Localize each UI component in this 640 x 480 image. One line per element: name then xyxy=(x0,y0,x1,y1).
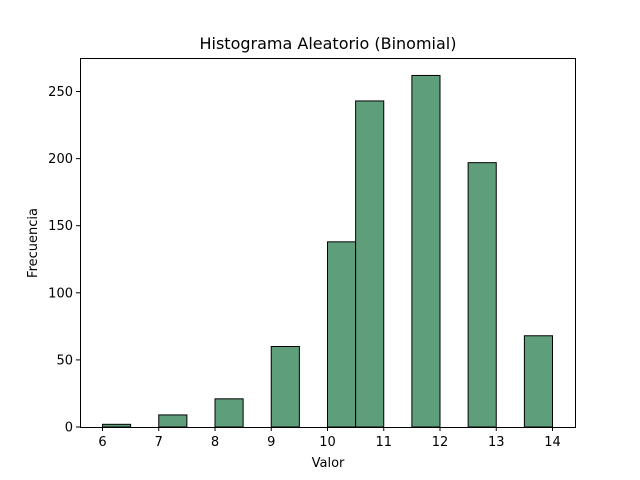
x-tick-label: 9 xyxy=(267,435,275,450)
y-tick-label: 50 xyxy=(56,353,73,368)
x-tick-label: 11 xyxy=(375,435,392,450)
histogram-bar xyxy=(355,100,385,428)
x-tick-label: 12 xyxy=(432,435,449,450)
histogram-bar xyxy=(158,414,188,428)
histogram-bar xyxy=(214,398,244,428)
histogram-bar xyxy=(102,423,132,428)
bars-layer xyxy=(102,74,553,428)
histogram-bar xyxy=(523,335,553,428)
x-tick-label: 13 xyxy=(488,435,505,450)
x-axis-label: Valor xyxy=(312,456,345,471)
histogram-bar xyxy=(270,345,300,428)
x-axis-ticks: 6 7 8 9 10 11 12 13 14 xyxy=(98,427,561,450)
y-axis-ticks: 0 50 100 150 200 250 xyxy=(48,85,80,436)
histogram-bar xyxy=(467,162,497,428)
y-tick-label: 150 xyxy=(48,219,73,234)
histogram-bar xyxy=(411,74,441,428)
chart-title: Histograma Aleatorio (Binomial) xyxy=(199,34,456,53)
y-tick-label: 250 xyxy=(48,85,73,100)
x-tick-label: 14 xyxy=(544,435,561,450)
x-tick-label: 8 xyxy=(211,435,219,450)
histogram-bar xyxy=(327,241,357,428)
y-tick-label: 100 xyxy=(48,286,73,301)
x-tick-label: 10 xyxy=(319,435,336,450)
y-tick-label: 0 xyxy=(65,421,73,436)
x-tick-label: 6 xyxy=(98,435,106,450)
x-tick-label: 7 xyxy=(155,435,163,450)
y-tick-label: 200 xyxy=(48,152,73,167)
y-axis-label: Frecuencia xyxy=(26,208,41,278)
